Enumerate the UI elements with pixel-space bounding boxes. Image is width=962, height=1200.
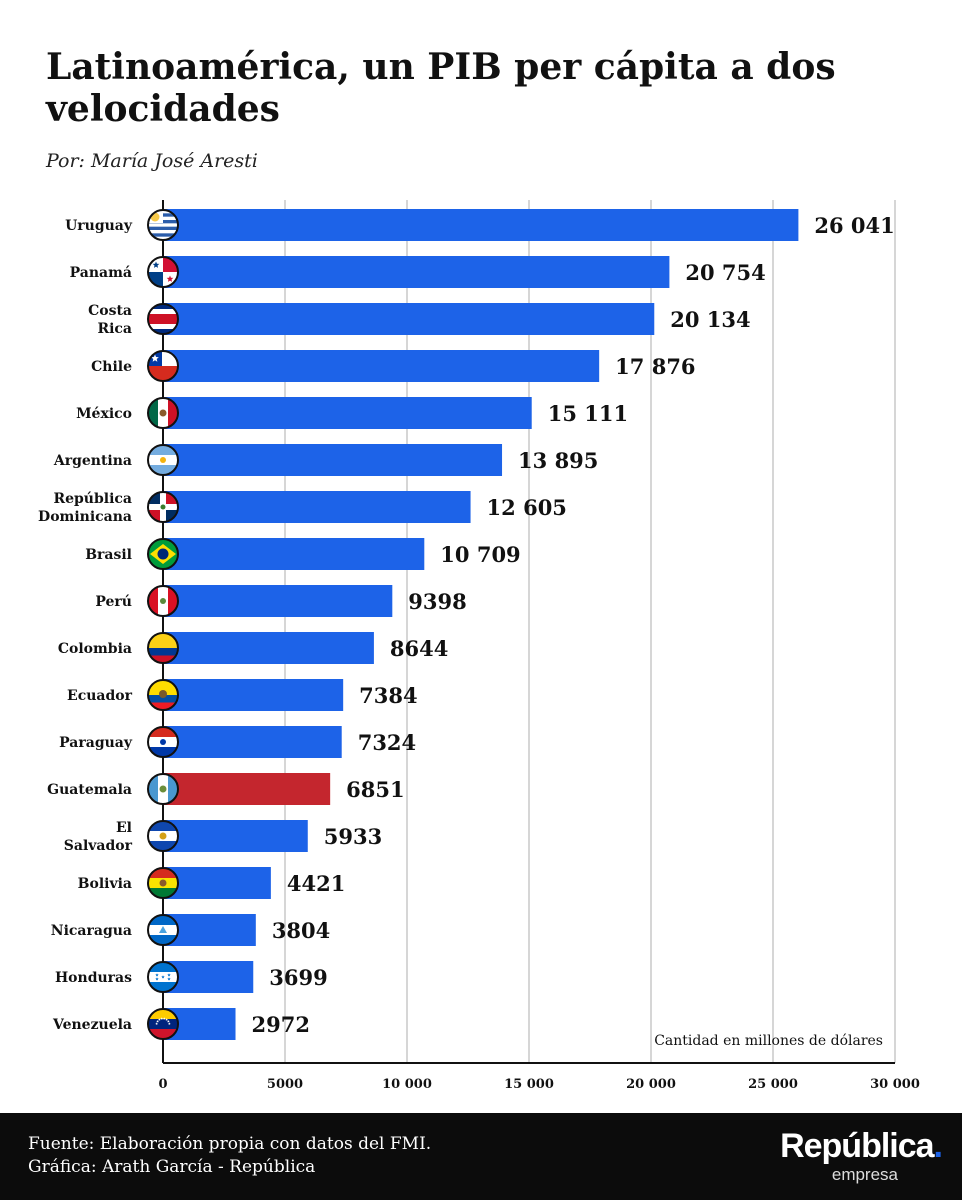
category-label: Brasil <box>85 547 132 563</box>
ecuador-flag-icon <box>147 679 179 711</box>
category-label: Panamá <box>70 265 132 281</box>
bar <box>163 538 425 570</box>
republica-logo: República. <box>780 1127 944 1166</box>
category-label: México <box>76 406 132 422</box>
nicaragua-flag-icon <box>147 914 179 946</box>
logo-subtitle: empresa <box>831 1165 898 1184</box>
logo-name: República <box>780 1127 934 1165</box>
dominican-republic-flag-icon <box>147 491 179 523</box>
category-label: Colombia <box>58 641 132 657</box>
value-label: 20 754 <box>685 260 765 285</box>
bar <box>163 444 503 476</box>
byline: Por: María José Aresti <box>46 150 258 172</box>
colombia-flag-icon <box>147 632 179 664</box>
honduras-flag-icon <box>147 961 179 993</box>
bar <box>163 209 799 241</box>
costa-rica-flag-icon <box>147 303 179 335</box>
category-label: Honduras <box>55 970 132 986</box>
category-label: Costa Rica <box>88 303 132 337</box>
bolivia-flag-icon <box>147 867 179 899</box>
category-label: Argentina <box>53 453 132 469</box>
value-label: 15 111 <box>548 401 628 426</box>
logo-dot: . <box>933 1127 944 1165</box>
bar <box>163 350 600 382</box>
value-label: 12 605 <box>487 495 567 520</box>
bar <box>163 585 393 617</box>
bar <box>163 632 374 664</box>
category-label: El Salvador <box>64 820 133 854</box>
category-label: Bolivia <box>78 876 132 892</box>
bar <box>163 726 342 758</box>
x-tick-label: 0 <box>158 1077 167 1092</box>
x-tick-label: 15 000 <box>504 1077 554 1092</box>
chart-title: Latinoamérica, un PIB per cápita a dos v… <box>46 46 836 130</box>
category-label: Chile <box>91 359 132 375</box>
bar <box>163 773 331 805</box>
bar <box>163 256 670 288</box>
category-label: Uruguay <box>65 218 133 234</box>
value-label: 13 895 <box>518 448 598 473</box>
x-tick-label: 30 000 <box>870 1077 920 1092</box>
category-label: Perú <box>95 594 132 610</box>
category-label: Guatemala <box>47 782 132 798</box>
venezuela-flag-icon <box>147 1008 179 1040</box>
bar <box>163 491 471 523</box>
value-label: 5933 <box>324 824 382 849</box>
chile-flag-icon <box>147 350 179 382</box>
mexico-flag-icon <box>147 397 179 429</box>
value-label: 7324 <box>358 730 416 755</box>
unit-note: Cantidad en millones de dólares <box>654 1033 883 1049</box>
x-tick-label: 25 000 <box>748 1077 798 1092</box>
bar-chart: 0 5000 10 000 15 000 20 000 25 000 30 000 26 0… <box>38 200 920 1092</box>
value-label: 4421 <box>287 871 345 896</box>
value-label: 3804 <box>272 918 330 943</box>
source-line: Fuente: Elaboración propia con datos del… <box>28 1134 432 1154</box>
panama-flag-icon <box>147 256 179 288</box>
value-label: 26 041 <box>814 213 894 238</box>
source-credit: Fuente: Elaboración propia con datos del… <box>28 1133 431 1179</box>
value-label: 7384 <box>359 683 417 708</box>
bar <box>163 397 532 429</box>
argentina-flag-icon <box>147 444 179 476</box>
footer: Fuente: Elaboración propia con datos del… <box>0 1113 962 1200</box>
value-label: 17 876 <box>615 354 695 379</box>
bar <box>163 679 344 711</box>
bar <box>163 867 271 899</box>
category-label: Ecuador <box>67 688 133 704</box>
x-tick-label: 20 000 <box>626 1077 676 1092</box>
value-label: 3699 <box>269 965 327 990</box>
value-label: 20 134 <box>670 307 750 332</box>
x-tick-label: 10 000 <box>382 1077 432 1092</box>
credit-line: Gráfica: Arath García - República <box>28 1157 316 1177</box>
peru-flag-icon <box>147 585 179 617</box>
x-tick-label: 5000 <box>267 1077 303 1092</box>
value-label: 2972 <box>252 1012 310 1037</box>
guatemala-flag-icon <box>147 773 179 805</box>
value-label: 6851 <box>346 777 404 802</box>
bar <box>163 820 308 852</box>
category-label: Venezuela <box>52 1017 132 1033</box>
value-label: 10 709 <box>440 542 520 567</box>
bar <box>163 303 655 335</box>
category-label: Nicaragua <box>51 923 132 939</box>
brazil-flag-icon <box>147 538 179 570</box>
category-label: Paraguay <box>59 735 133 751</box>
value-label: 9398 <box>408 589 466 614</box>
paraguay-flag-icon <box>147 726 179 758</box>
value-label: 8644 <box>390 636 448 661</box>
category-label: República Dominicana <box>38 491 132 525</box>
el-salvador-flag-icon <box>147 820 179 852</box>
uruguay-flag-icon <box>147 209 179 241</box>
